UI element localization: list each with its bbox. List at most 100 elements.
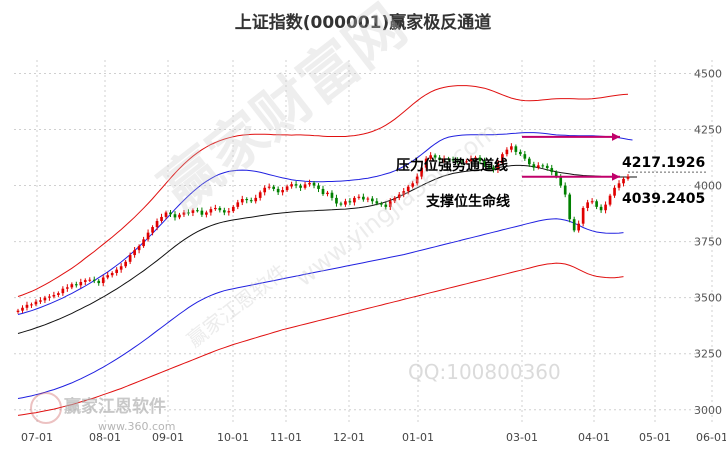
candle-body — [231, 206, 235, 212]
candle-body — [110, 272, 114, 276]
candle-body — [501, 154, 504, 164]
y-tick-label: 3250 — [694, 348, 722, 361]
logo-url: www.360.com — [98, 420, 176, 433]
candle-body — [39, 300, 42, 302]
candle-body — [456, 160, 459, 162]
candle-body — [388, 201, 392, 207]
candle-body — [447, 158, 450, 160]
candle-body — [357, 196, 361, 198]
candle-body — [133, 250, 136, 256]
candle-body — [559, 176, 563, 186]
candle-body — [16, 310, 20, 313]
candle-body — [151, 227, 154, 233]
candle-body — [79, 281, 83, 286]
x-axis: 07-01 08-01 09-01 10-01 11-01 12-01 01-01 03-01… — [21, 431, 726, 444]
candle-body — [115, 269, 119, 273]
candle-body — [187, 212, 190, 214]
candle-body — [545, 165, 549, 169]
candle-body — [276, 188, 280, 193]
support-label: 支撑位生命线 — [426, 194, 510, 210]
candle-body — [335, 197, 338, 204]
candle-body — [514, 146, 518, 152]
resistance-value: 4217.1926 — [622, 155, 706, 171]
candle-body — [200, 210, 204, 215]
channel-line — [17, 132, 633, 315]
candle-body — [173, 214, 177, 218]
x-tick-label: 12-01 — [333, 431, 365, 444]
candle-body — [568, 194, 572, 220]
x-tick-label: 06-01 — [696, 431, 726, 444]
y-axis: 3000 3250 3500 3750 4000 4250 4500 — [694, 67, 722, 416]
candle-body — [285, 186, 289, 191]
candles — [16, 143, 630, 314]
candle-body — [572, 219, 576, 231]
channel-line — [17, 164, 637, 334]
candle-body — [379, 203, 383, 205]
candle-body — [586, 202, 589, 208]
candle-body — [61, 288, 65, 294]
y-tick-label: 4250 — [694, 124, 722, 137]
candle-body — [101, 277, 105, 284]
candle-body — [128, 255, 132, 262]
candle-body — [384, 204, 388, 207]
candle-body — [21, 307, 24, 311]
channel-line — [17, 262, 624, 416]
candle-body — [478, 157, 482, 161]
candle-body — [527, 158, 531, 165]
candle-body — [375, 201, 379, 204]
reference-lines — [522, 132, 708, 181]
channel-line — [17, 218, 624, 399]
candle-body — [595, 201, 598, 207]
candle-body — [415, 176, 419, 184]
candle-body — [424, 158, 428, 168]
candle-body — [451, 159, 455, 161]
candle-body — [263, 187, 267, 193]
candle-body — [52, 294, 56, 297]
candle-body — [294, 184, 298, 186]
x-tick-label: 01-01 — [402, 431, 434, 444]
candle-body — [622, 178, 625, 184]
candle-body — [155, 220, 159, 228]
candle-body — [205, 212, 208, 215]
x-tick-label: 07-01 — [21, 431, 53, 444]
candle-body — [474, 157, 477, 159]
candle-body — [442, 158, 446, 160]
candle-body — [348, 201, 352, 203]
candle-body — [393, 197, 397, 202]
candle-body — [321, 188, 325, 195]
candle-body — [30, 304, 33, 306]
candle-body — [433, 155, 437, 158]
y-tick-label: 4000 — [694, 180, 722, 193]
support-value: 4039.2405 — [622, 191, 706, 207]
candle-body — [57, 293, 60, 295]
candle-body — [330, 192, 334, 198]
y-tick-label: 3750 — [694, 236, 722, 249]
candle-body — [169, 212, 172, 215]
candle-body — [236, 202, 240, 207]
y-tick-label: 3500 — [694, 292, 722, 305]
arrow-head-icon — [612, 172, 620, 181]
candle-body — [523, 154, 527, 159]
candle-body — [317, 185, 320, 189]
candle-body — [604, 204, 607, 211]
candle-body — [510, 146, 513, 150]
candle-body — [550, 168, 554, 173]
candle-body — [281, 190, 284, 193]
candle-body — [142, 239, 145, 247]
candle-body — [249, 200, 253, 202]
candle-body — [465, 161, 468, 163]
candle-body — [25, 304, 29, 308]
candle-body — [353, 197, 356, 203]
candle-body — [48, 296, 51, 298]
candle-body — [308, 182, 311, 185]
x-tick-label: 09-01 — [152, 431, 184, 444]
candle-body — [222, 210, 226, 213]
candle-body — [303, 184, 307, 188]
arrow-head-icon — [612, 132, 620, 141]
candle-body — [613, 187, 616, 196]
candle-body — [626, 176, 630, 179]
candle-body — [160, 216, 163, 221]
candle-body — [209, 209, 213, 213]
chart-title: 上证指数(000001)赢家极反通道 — [234, 13, 492, 33]
candle-body — [106, 275, 110, 278]
